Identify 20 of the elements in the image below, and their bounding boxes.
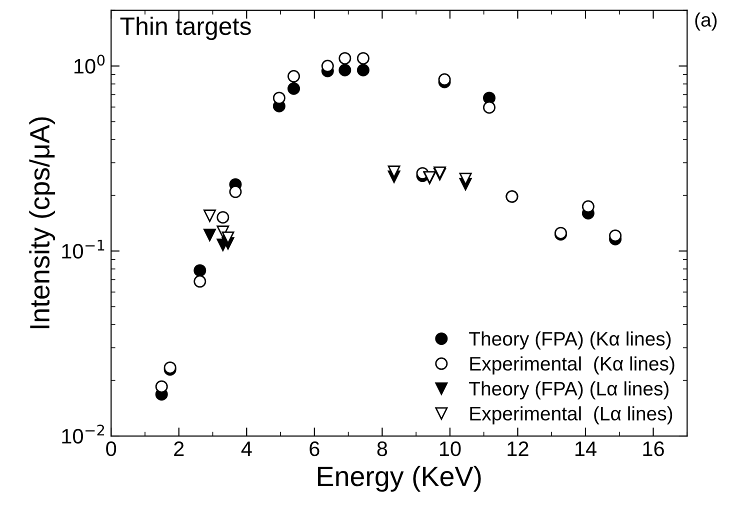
- x-tick-label: 12: [508, 441, 528, 456]
- legend-label: Theory (FPA) (Lα lines): [469, 381, 668, 400]
- annotation: Thin targets: [120, 16, 251, 40]
- legend-label: Theory (FPA) (Kα lines): [469, 331, 671, 350]
- y-tick-label: 10$^{−2}$: [62, 424, 104, 444]
- x-tick-label: 14: [575, 442, 596, 456]
- text: (a): [695, 12, 717, 31]
- x-axis-title: Energy (KeV): [318, 466, 481, 492]
- y-tick-label: 10$^{−1}$: [62, 240, 104, 259]
- x-tick-label: 8: [377, 441, 388, 456]
- x-tick-label: 0: [106, 441, 116, 456]
- x-tick-label: 4: [241, 442, 252, 456]
- legend-label: Experimental (Lα lines): [470, 406, 672, 424]
- x-tick-label: 16: [643, 441, 664, 456]
- x-tick-label: 6: [310, 441, 320, 456]
- y-axis-title: Intensity (cps/μA): [29, 117, 56, 328]
- legend-label: Experimental (Kα lines): [470, 356, 674, 374]
- x-tick-label: 2: [174, 441, 184, 456]
- y-tick-label: 10$^{0}$: [74, 54, 105, 74]
- x-tick-label: 10: [440, 441, 461, 456]
